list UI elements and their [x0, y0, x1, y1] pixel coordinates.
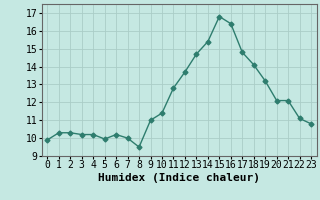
X-axis label: Humidex (Indice chaleur): Humidex (Indice chaleur)	[98, 173, 260, 183]
